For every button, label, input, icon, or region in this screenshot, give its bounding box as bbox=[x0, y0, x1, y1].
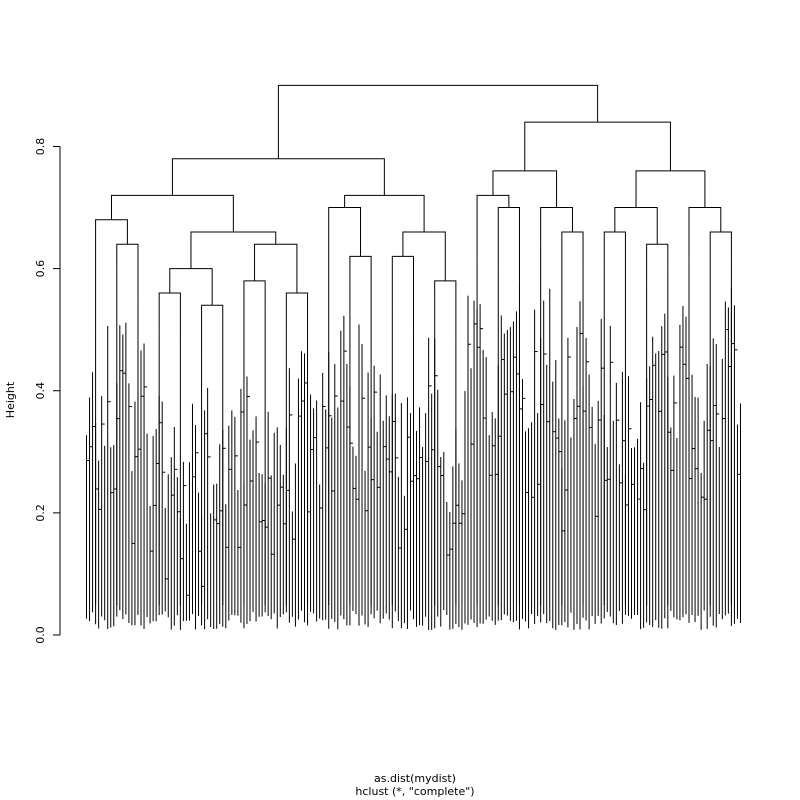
x-axis-label: as.dist(mydist) bbox=[374, 772, 456, 785]
merge bbox=[110, 194, 234, 232]
merge bbox=[391, 255, 414, 330]
merge bbox=[243, 280, 266, 318]
y-tick-label: 0.2 bbox=[34, 504, 47, 522]
y-axis-label: Height bbox=[4, 381, 17, 418]
merge bbox=[171, 158, 385, 196]
merge bbox=[497, 207, 520, 281]
merge bbox=[277, 84, 599, 159]
merge bbox=[254, 243, 298, 294]
subtitle: hclust (*, "complete") bbox=[355, 785, 474, 798]
merge bbox=[476, 194, 510, 257]
y-tick-label: 0.0 bbox=[34, 626, 47, 644]
merge bbox=[492, 170, 558, 208]
merge bbox=[646, 243, 669, 281]
merge bbox=[561, 231, 584, 294]
merge bbox=[328, 207, 362, 318]
merge bbox=[344, 194, 425, 232]
merge bbox=[349, 255, 372, 294]
merge bbox=[614, 207, 658, 245]
merge bbox=[169, 268, 213, 306]
merge bbox=[603, 231, 626, 294]
merge bbox=[158, 292, 181, 342]
merge bbox=[285, 292, 309, 330]
merge bbox=[635, 170, 706, 208]
merge bbox=[95, 219, 128, 330]
merge bbox=[116, 243, 139, 300]
y-tick-label: 0.6 bbox=[34, 260, 47, 278]
merge bbox=[190, 231, 277, 269]
merge bbox=[709, 231, 732, 294]
y-tick-label: 0.8 bbox=[34, 138, 47, 156]
merge bbox=[540, 207, 573, 245]
merge bbox=[201, 304, 224, 379]
merge bbox=[524, 121, 671, 171]
merge bbox=[434, 280, 457, 342]
y-tick-label: 0.4 bbox=[34, 382, 47, 400]
